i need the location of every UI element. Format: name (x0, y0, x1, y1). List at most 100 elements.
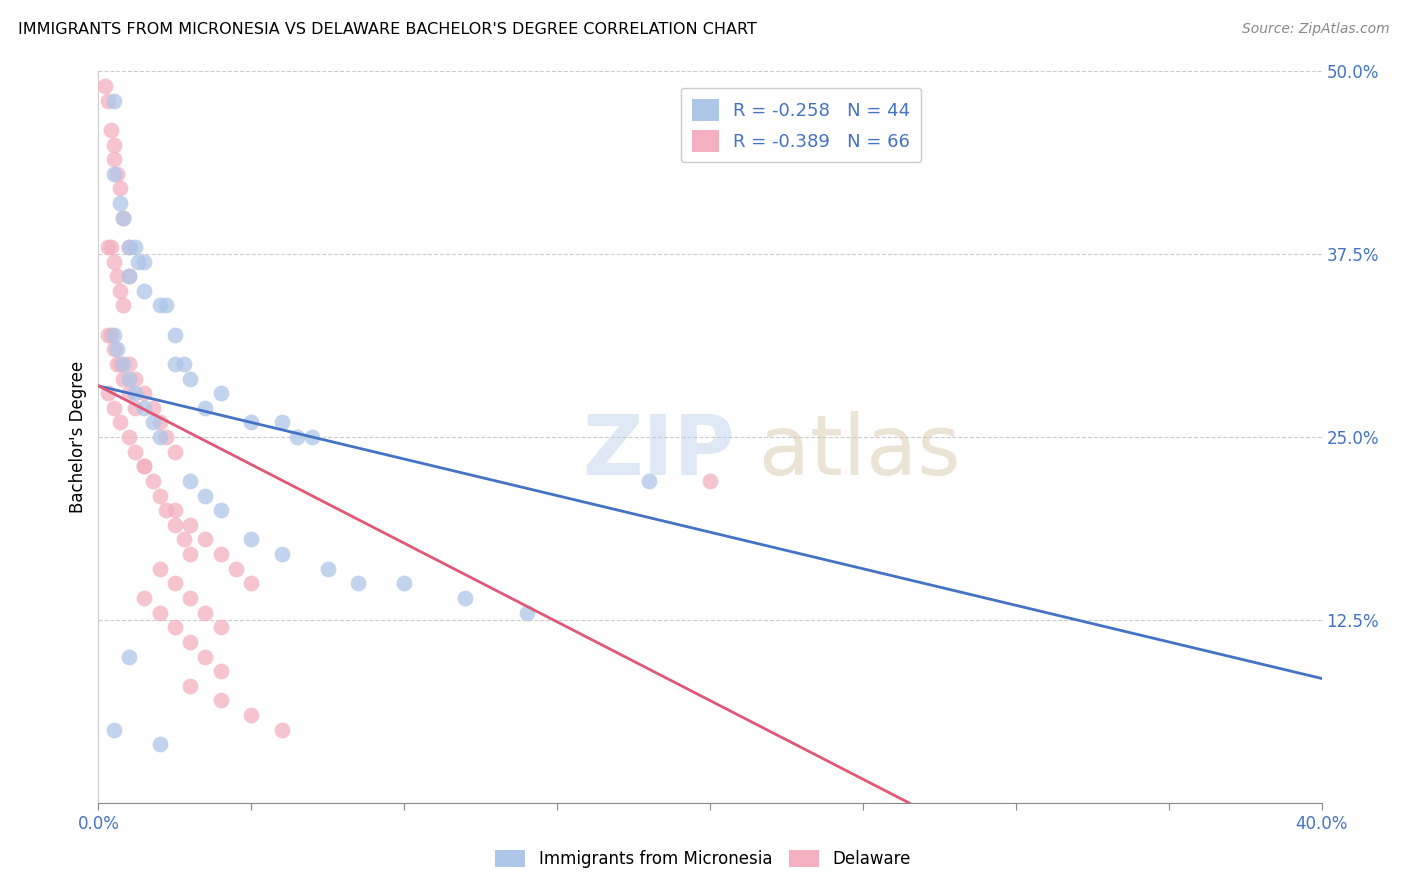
Point (105, 343, 128, 357)
Point (194, 649, 217, 664)
Point (100, 240, 122, 254)
Point (155, 503, 177, 517)
Point (124, 371, 146, 385)
Point (124, 401, 146, 415)
Point (209, 620, 232, 634)
Point (118, 357, 141, 371)
Point (124, 386, 146, 401)
Point (134, 459, 156, 474)
Point (173, 357, 195, 371)
Point (103, 152, 125, 166)
Point (209, 664, 232, 678)
Point (111, 211, 134, 225)
Point (118, 371, 141, 385)
Point (103, 401, 125, 415)
Point (194, 533, 217, 547)
Point (103, 94, 125, 108)
Point (285, 430, 308, 444)
Point (108, 416, 131, 430)
Point (111, 298, 134, 312)
Point (97, 240, 120, 254)
Point (100, 327, 122, 342)
Point (163, 503, 186, 517)
Point (93, 78, 115, 93)
Point (124, 240, 146, 254)
Point (103, 254, 125, 268)
Point (209, 693, 232, 707)
Point (97, 386, 120, 401)
Point (179, 547, 201, 561)
Point (240, 416, 263, 430)
Point (118, 386, 141, 401)
Point (111, 357, 134, 371)
Text: IMMIGRANTS FROM MICRONESIA VS DELAWARE BACHELOR'S DEGREE CORRELATION CHART: IMMIGRANTS FROM MICRONESIA VS DELAWARE B… (18, 22, 758, 37)
Point (173, 533, 195, 547)
Point (163, 357, 186, 371)
Point (118, 269, 141, 284)
Point (149, 606, 172, 620)
Y-axis label: Bachelor's Degree: Bachelor's Degree (69, 361, 87, 513)
Point (179, 679, 201, 693)
Point (637, 474, 661, 488)
Point (118, 240, 141, 254)
Point (149, 489, 172, 503)
Point (194, 489, 217, 503)
Legend: Immigrants from Micronesia, Delaware: Immigrants from Micronesia, Delaware (489, 843, 917, 875)
Point (699, 474, 721, 488)
Point (347, 576, 370, 591)
Point (103, 167, 125, 181)
Point (134, 401, 156, 415)
Point (118, 649, 141, 664)
Point (316, 562, 339, 576)
Point (209, 547, 232, 561)
Point (118, 430, 141, 444)
Point (142, 401, 165, 415)
Point (149, 430, 172, 444)
Point (108, 357, 131, 371)
Point (194, 401, 217, 415)
Point (103, 327, 125, 342)
Point (105, 167, 128, 181)
Legend: R = -0.258   N = 44, R = -0.389   N = 66: R = -0.258 N = 44, R = -0.389 N = 66 (681, 87, 921, 162)
Point (108, 284, 131, 298)
Point (142, 416, 165, 430)
Point (163, 517, 186, 532)
Point (149, 562, 172, 576)
Point (240, 533, 263, 547)
Point (105, 269, 128, 284)
Point (118, 240, 141, 254)
Point (124, 444, 146, 458)
Point (179, 635, 201, 649)
Point (142, 474, 165, 488)
Point (97, 327, 120, 342)
Point (179, 517, 201, 532)
Point (134, 386, 156, 401)
Point (134, 254, 156, 268)
Point (127, 254, 149, 268)
Point (209, 503, 232, 517)
Point (270, 723, 292, 737)
Point (516, 606, 538, 620)
Point (134, 284, 156, 298)
Point (103, 723, 125, 737)
Point (225, 562, 247, 576)
Point (100, 123, 122, 137)
Point (103, 343, 125, 357)
Point (118, 269, 141, 284)
Point (134, 591, 156, 605)
Point (240, 708, 263, 723)
Point (270, 416, 292, 430)
Point (103, 137, 125, 152)
Point (149, 737, 172, 751)
Point (209, 386, 232, 401)
Text: ZIP: ZIP (582, 411, 734, 492)
Point (240, 576, 263, 591)
Point (392, 576, 416, 591)
Point (97, 94, 120, 108)
Point (155, 298, 177, 312)
Point (111, 211, 134, 225)
Point (105, 357, 128, 371)
Point (149, 298, 172, 312)
Point (179, 371, 201, 385)
Point (194, 606, 217, 620)
